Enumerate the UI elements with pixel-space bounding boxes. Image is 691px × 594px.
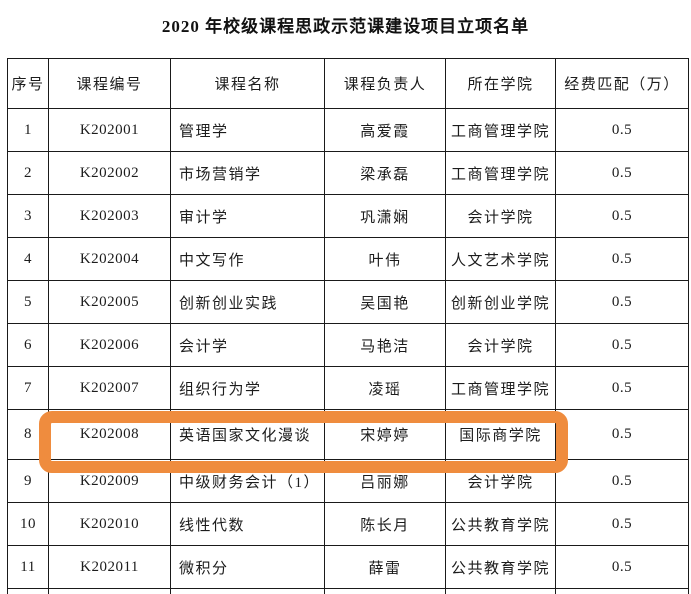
table-cell: 市场营销学 — [170, 151, 325, 195]
table-cell: 巩潇娴 — [324, 194, 446, 238]
table-cell: K202003 — [48, 194, 171, 238]
table-header-row: 序号 课程编号 课程名称 课程负责人 所在学院 经费匹配（万） — [7, 58, 689, 109]
table-cell: 薛雷 — [324, 545, 446, 589]
table-cell: 国际商学院 — [445, 409, 556, 460]
table-body: 1 K202001 管理学 高爱霞 工商管理学院 0.5 2 K202002 市场营销学 梁承磊工… — [7, 108, 689, 594]
header-row: 序号 课程编号 课程名称 课程负责人 所在学院 经费匹配（万） — [7, 58, 689, 109]
column-header: 经费匹配（万） — [555, 58, 689, 109]
table-row: 2 K202002 市场营销学 梁承磊 工商管理学院 0.5 — [7, 151, 689, 195]
column-header: 课程编号 — [48, 58, 171, 109]
column-header: 课程名称 — [170, 58, 325, 109]
table-cell: 3 — [7, 194, 49, 238]
table-cell: 0.5 — [555, 280, 689, 324]
table-cell: 7 — [7, 366, 49, 410]
table-cell: 组织行为学 — [170, 366, 325, 410]
table-cell: 会计学院 — [445, 194, 556, 238]
table-cell: 11 — [7, 545, 49, 589]
table-row-highlighted: 8 K202008 英语国家文化漫谈 宋婷婷 国际商学院 0.5 — [7, 409, 689, 460]
table-row: 5 K202005 创新创业实践 吴国艳 创新创业学院 0.5 — [7, 280, 689, 324]
table-cell-empty — [7, 588, 49, 594]
table-cell: 马艳洁 — [324, 323, 446, 367]
column-header: 所在学院 — [445, 58, 556, 109]
table-cell: K202009 — [48, 459, 171, 503]
table-cell: 5 — [7, 280, 49, 324]
table-cell: K202008 — [48, 409, 171, 460]
table-cell: 吴国艳 — [324, 280, 446, 324]
table-cell: 0.5 — [555, 151, 689, 195]
table-cell: 0.5 — [555, 502, 689, 546]
table-cell: 宋婷婷 — [324, 409, 446, 460]
table-cell: 0.5 — [555, 194, 689, 238]
table-cell: K202004 — [48, 237, 171, 281]
table-cell: 10 — [7, 502, 49, 546]
table-row: 10 K202010 线性代数 陈长月 公共教育学院 0.5 — [7, 502, 689, 546]
table-row: 11 K202011 微积分 薛雷 公共教育学院 0.5 — [7, 545, 689, 589]
table-cell: 0.5 — [555, 409, 689, 460]
table-cell: 公共教育学院 — [445, 545, 556, 589]
column-header: 序号 — [7, 58, 49, 109]
table-cell: 人文艺术学院 — [445, 237, 556, 281]
table-cell: 线性代数 — [170, 502, 325, 546]
table-cell: K202005 — [48, 280, 171, 324]
table-cell-empty — [170, 588, 325, 594]
table-cell: K202010 — [48, 502, 171, 546]
table-row: 1 K202001 管理学 高爱霞 工商管理学院 0.5 — [7, 108, 689, 152]
page-title: 2020 年校级课程思政示范课建设项目立项名单 — [161, 17, 530, 36]
table-cell: 4 — [7, 237, 49, 281]
table-cell: 0.5 — [555, 366, 689, 410]
column-header: 课程负责人 — [324, 58, 446, 109]
table-cell: 叶伟 — [324, 237, 446, 281]
table-cell-empty — [324, 588, 446, 594]
table-cell: 0.5 — [555, 237, 689, 281]
table-cell: 2 — [7, 151, 49, 195]
table-cell: 6 — [7, 323, 49, 367]
table-cell: 1 — [7, 108, 49, 152]
table-cell: 吕丽娜 — [324, 459, 446, 503]
table-cell: 0.5 — [555, 459, 689, 503]
table-cell: 创新创业学院 — [445, 280, 556, 324]
table-cell: 会计学院 — [445, 323, 556, 367]
table-cell: 中文写作 — [170, 237, 325, 281]
table-cell-empty — [48, 588, 171, 594]
table-cell: 梁承磊 — [324, 151, 446, 195]
table-cell: 工商管理学院 — [445, 366, 556, 410]
table-cell-empty — [445, 588, 556, 594]
table-cell: 9 — [7, 459, 49, 503]
table-cell: 管理学 — [170, 108, 325, 152]
table-row: 4 K202004 中文写作 叶伟 人文艺术学院 0.5 — [7, 237, 689, 281]
table-cell: 0.5 — [555, 323, 689, 367]
table-cell: K202002 — [48, 151, 171, 195]
table-cell: 微积分 — [170, 545, 325, 589]
table-cell: 公共教育学院 — [445, 502, 556, 546]
table-cell: 0.5 — [555, 545, 689, 589]
table-cell: 高爱霞 — [324, 108, 446, 152]
table-cell: 会计学院 — [445, 459, 556, 503]
table-cell: K202007 — [48, 366, 171, 410]
table-cell: K202001 — [48, 108, 171, 152]
table-cell: 创新创业实践 — [170, 280, 325, 324]
table-cell: 工商管理学院 — [445, 108, 556, 152]
table-cell: 会计学 — [170, 323, 325, 367]
table-cell: 0.5 — [555, 108, 689, 152]
table-row: 6 K202006 会计学 马艳洁 会计学院 0.5 — [7, 323, 689, 367]
table-cell: 凌瑶 — [324, 366, 446, 410]
table-row: 9 K202009 中级财务会计（1） 吕丽娜 会计学院 0.5 — [7, 459, 689, 503]
project-table: 序号 课程编号 课程名称 课程负责人 所在学院 经费匹配（万） 1 K202001 管理学 高爱… — [7, 58, 689, 594]
table-cell: 中级财务会计（1） — [170, 459, 325, 503]
table-cell: 英语国家文化漫谈 — [170, 409, 325, 460]
table-cell: 8 — [7, 409, 49, 460]
table-cell: 审计学 — [170, 194, 325, 238]
table-cell: K202011 — [48, 545, 171, 589]
table-cell: 陈长月 — [324, 502, 446, 546]
table-cell-empty — [555, 588, 689, 594]
table-row: 3 K202003 审计学 巩潇娴 会计学院 0.5 — [7, 194, 689, 238]
table-cell: K202006 — [48, 323, 171, 367]
table-cell: 工商管理学院 — [445, 151, 556, 195]
table-row: 7 K202007 组织行为学 凌瑶 工商管理学院 0.5 — [7, 366, 689, 410]
table-row-partial — [7, 588, 689, 594]
